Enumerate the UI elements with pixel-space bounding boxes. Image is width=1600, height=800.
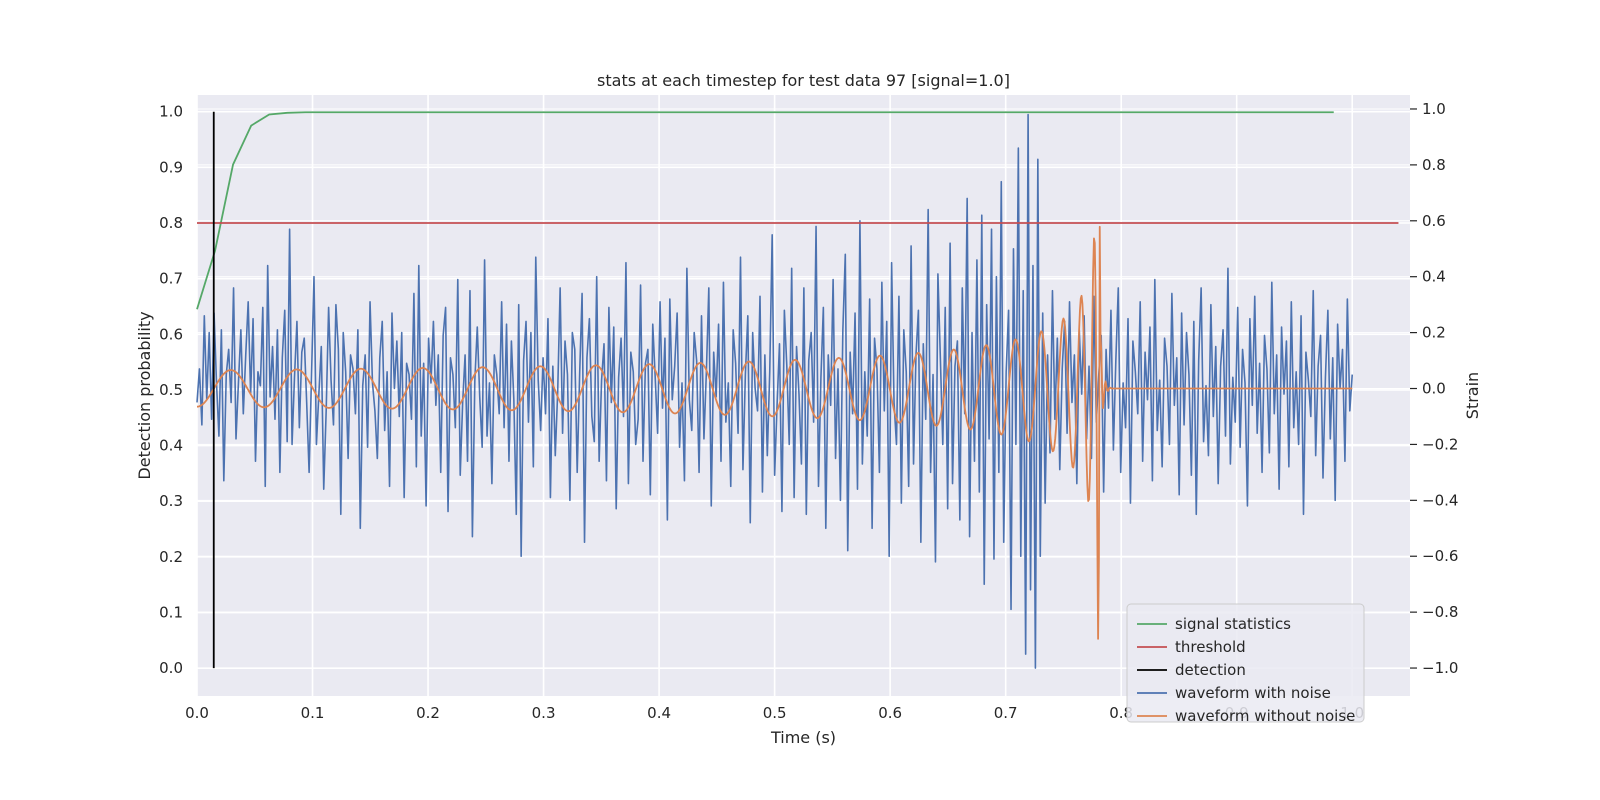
y-tick-label: 0.3 bbox=[159, 492, 183, 510]
y2-tick-label: 0.0 bbox=[1422, 380, 1446, 398]
x-tick-label: 0.7 bbox=[994, 704, 1018, 722]
x-tick-label: 0.6 bbox=[878, 704, 902, 722]
y-tick-label: 0.2 bbox=[159, 548, 183, 566]
series-waveform-with-noise bbox=[196, 113, 1354, 669]
x-axis-label: Time (s) bbox=[770, 728, 836, 747]
y-tick-label: 0.0 bbox=[159, 659, 183, 677]
chart-title: stats at each timestep for test data 97 … bbox=[597, 71, 1010, 90]
y2-tick-label: −0.2 bbox=[1422, 435, 1458, 453]
y2-tick-label: 0.8 bbox=[1422, 156, 1446, 174]
legend-label: detection bbox=[1175, 661, 1246, 679]
series-layer bbox=[196, 111, 1399, 669]
legend: signal statistics threshold detection wavef… bbox=[1126, 603, 1365, 725]
y-tick-label: 0.4 bbox=[159, 437, 183, 455]
y-tick-label: 0.1 bbox=[159, 604, 183, 622]
y-tick-label: 0.5 bbox=[159, 381, 183, 399]
series-signal-statistics bbox=[196, 111, 1334, 310]
x-tick-label: 0.1 bbox=[301, 704, 325, 722]
y2-tick-label: 0.6 bbox=[1422, 212, 1446, 230]
series-waveform-without-noise bbox=[196, 225, 1353, 640]
legend-label: threshold bbox=[1175, 638, 1246, 656]
x-tick-label: 0.2 bbox=[416, 704, 440, 722]
y2-tick-label: 0.2 bbox=[1422, 324, 1446, 342]
y-tick-label: 0.6 bbox=[159, 325, 183, 343]
x-tick-label: 0.3 bbox=[532, 704, 556, 722]
y-tick-label: 1.0 bbox=[159, 103, 183, 121]
x-tick-label: 0.4 bbox=[647, 704, 671, 722]
legend-label: waveform without noise bbox=[1175, 707, 1355, 725]
legend-box bbox=[1126, 603, 1365, 723]
y2-axis-label: Strain bbox=[1463, 372, 1482, 419]
y2-tick-label: −0.6 bbox=[1422, 547, 1458, 565]
y-tick-label: 0.9 bbox=[159, 158, 183, 176]
x-tick-label: 0.5 bbox=[763, 704, 787, 722]
y-tick-label: 0.8 bbox=[159, 214, 183, 232]
legend-label: waveform with noise bbox=[1175, 684, 1331, 702]
y-axis-label: Detection probability bbox=[135, 311, 154, 479]
axes: 0.0 0.1 0.2 0.3 0.4 0.5 0.6 0.7 0.8 0.9 1.0 0.0 0.1 0… bbox=[159, 100, 1458, 722]
x-tick-label: 0.0 bbox=[185, 704, 209, 722]
y-tick-label: 0.7 bbox=[159, 270, 183, 288]
y2-tick-label: −0.8 bbox=[1422, 603, 1458, 621]
legend-label: signal statistics bbox=[1175, 615, 1291, 633]
y2-tick-label: 0.4 bbox=[1422, 268, 1446, 286]
y2-tick-label: −0.4 bbox=[1422, 491, 1458, 509]
y2-tick-label: −1.0 bbox=[1422, 659, 1458, 677]
legend-items: signal statistics threshold detection wavef… bbox=[1137, 615, 1355, 725]
y2-tick-label: 1.0 bbox=[1422, 100, 1446, 118]
